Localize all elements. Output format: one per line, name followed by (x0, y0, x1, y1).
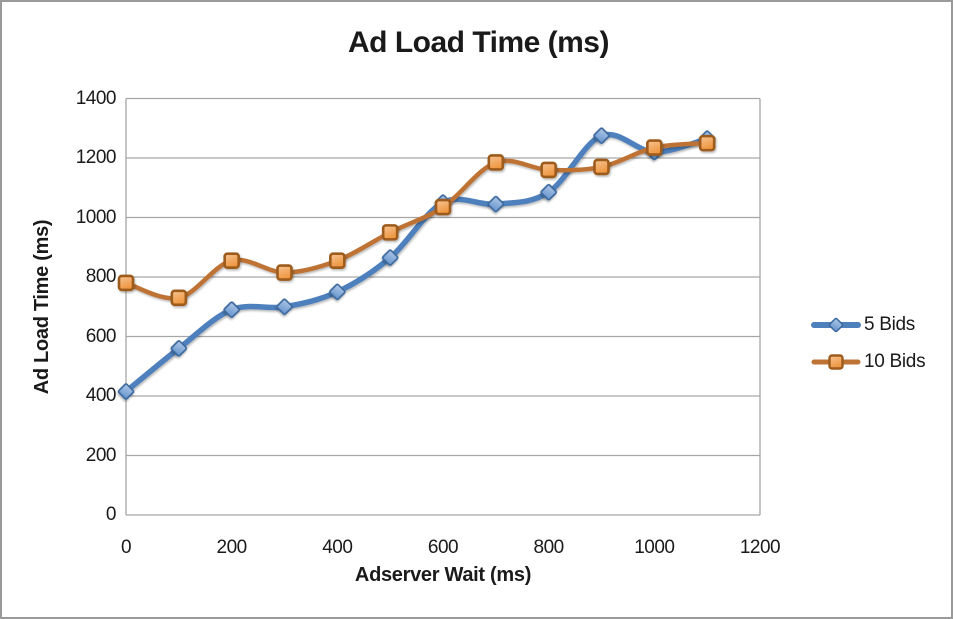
marker-square-10-bids (646, 139, 663, 156)
marker-diamond-5-bids (487, 195, 505, 213)
legend-item-10-bids: 10 Bids (810, 343, 926, 380)
legend-marker-5-bids (811, 317, 861, 332)
x-axis-title: Adserver Wait (ms) (354, 564, 532, 586)
y-tick-label-200: 200 (85, 444, 117, 466)
marker-square-10-bids (593, 158, 610, 176)
x-tick-label-1200: 1200 (739, 537, 781, 558)
marker-square-10-bids (698, 134, 716, 152)
chart-title: Ad Load Time (ms) (348, 26, 609, 59)
marker-square-10-bids (540, 161, 557, 179)
y-tick-label-800: 800 (85, 266, 117, 287)
marker-square-10-bids (170, 289, 188, 307)
x-tick-label-800: 800 (533, 537, 565, 558)
marker-diamond-5-bids (540, 183, 557, 201)
legend-marker-10-bids (811, 353, 861, 370)
y-tick-label-400: 400 (85, 385, 117, 406)
y-axis-title: Ad Load Time (ms) (31, 219, 53, 395)
x-tick-label-1000: 1000 (634, 537, 675, 558)
marker-square-10-bids (117, 274, 135, 292)
marker-diamond-5-bids (381, 249, 399, 266)
marker-square-10-bids (276, 264, 293, 281)
x-tick-label-400: 400 (322, 537, 353, 558)
legend-label-10-bids: 10 Bids (864, 350, 926, 372)
marker-square-10-bids (487, 154, 505, 171)
x-tick-label-200: 200 (216, 537, 248, 558)
marker-square-10-bids (434, 198, 452, 216)
gridlines (125, 97, 761, 516)
marker-diamond-5-bids (117, 383, 135, 400)
series-line-5-bids (123, 131, 710, 395)
y-tick-label-1400: 1400 (75, 87, 117, 109)
y-tick-label-1000: 1000 (75, 206, 117, 228)
x-tick-label-0: 0 (120, 537, 132, 558)
y-tick-label-0: 0 (105, 504, 117, 525)
marker-diamond-5-bids (170, 340, 188, 357)
legend: 5 Bids 10 Bids (810, 306, 926, 380)
marker-square-10-bids (329, 252, 346, 269)
legend-label-5-bids: 5 Bids (864, 313, 916, 335)
marker-diamond-5-bids (593, 127, 610, 144)
y-tick-label-1200: 1200 (75, 147, 117, 168)
x-tick-label-600: 600 (427, 537, 459, 558)
series-line-10-bids (123, 140, 710, 301)
marker-diamond-5-bids (223, 301, 240, 319)
y-tick-label-600: 600 (85, 325, 117, 347)
marker-diamond-5-bids (276, 298, 293, 316)
marker-diamond-5-bids (329, 283, 346, 301)
marker-square-10-bids (381, 224, 399, 241)
legend-item-5-bids: 5 Bids (810, 306, 925, 343)
marker-square-10-bids (223, 252, 240, 269)
data-series (117, 127, 716, 400)
